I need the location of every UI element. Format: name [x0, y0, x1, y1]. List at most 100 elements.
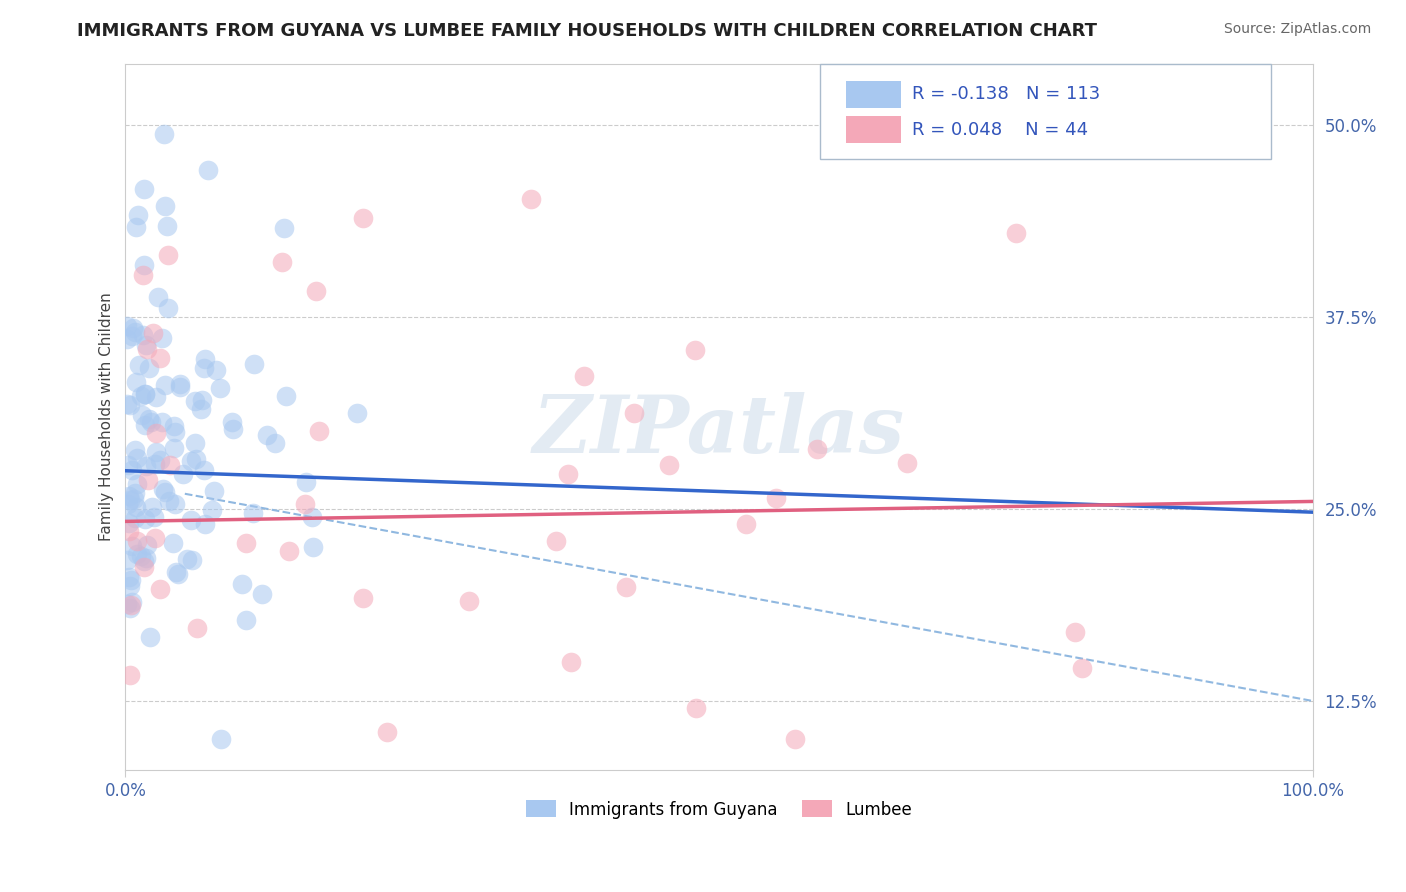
Point	[270, 254, 292, 268]
FancyBboxPatch shape	[820, 64, 1271, 160]
Point	[235, 613, 257, 627]
Point	[125, 533, 148, 548]
Point	[184, 393, 207, 408]
Point	[163, 418, 186, 433]
Point	[204, 363, 226, 377]
Point	[294, 475, 316, 490]
Point	[197, 163, 219, 178]
Point	[190, 402, 212, 417]
Point	[896, 456, 918, 470]
Point	[153, 199, 176, 213]
Point	[520, 192, 543, 206]
Point	[131, 549, 153, 564]
Point	[141, 500, 163, 515]
Point	[145, 445, 167, 459]
Point	[118, 516, 141, 530]
Point	[134, 512, 156, 526]
Point	[132, 258, 155, 272]
Point	[264, 436, 287, 450]
Point	[122, 321, 145, 335]
Point	[155, 485, 177, 500]
Point	[120, 598, 142, 612]
Point	[153, 127, 176, 141]
Text: R = 0.048    N = 44: R = 0.048 N = 44	[912, 120, 1088, 139]
Point	[163, 497, 186, 511]
Point	[166, 566, 188, 581]
Point	[135, 459, 157, 474]
Point	[352, 591, 374, 606]
Point	[150, 331, 173, 345]
Point	[117, 497, 139, 511]
Point	[135, 343, 157, 357]
Point	[118, 601, 141, 615]
Point	[785, 732, 807, 747]
Point	[127, 477, 149, 491]
Y-axis label: Family Households with Children: Family Households with Children	[100, 293, 114, 541]
Point	[121, 539, 143, 553]
Text: ZIPatlas: ZIPatlas	[533, 392, 905, 470]
Point	[1064, 624, 1087, 639]
Point	[685, 701, 707, 715]
Point	[156, 219, 179, 233]
Point	[153, 377, 176, 392]
Point	[180, 454, 202, 468]
Point	[120, 398, 142, 412]
Point	[115, 553, 138, 567]
Point	[235, 536, 257, 550]
Point	[121, 328, 143, 343]
Point	[120, 573, 142, 587]
Point	[221, 416, 243, 430]
Point	[346, 406, 368, 420]
Point	[169, 376, 191, 391]
Point	[294, 497, 316, 511]
Point	[125, 375, 148, 389]
Point	[276, 389, 298, 403]
Point	[127, 450, 149, 465]
Point	[124, 511, 146, 525]
Point	[734, 517, 756, 532]
Point	[305, 285, 328, 299]
Point	[143, 531, 166, 545]
Point	[118, 668, 141, 682]
Point	[765, 491, 787, 505]
Point	[194, 516, 217, 531]
Point	[616, 580, 638, 594]
Point	[157, 248, 180, 262]
Point	[1071, 661, 1094, 675]
Text: Source: ZipAtlas.com: Source: ZipAtlas.com	[1223, 22, 1371, 37]
Point	[122, 492, 145, 507]
Point	[301, 509, 323, 524]
Point	[118, 524, 141, 538]
Point	[124, 486, 146, 500]
Point	[173, 467, 195, 481]
Point	[193, 360, 215, 375]
Point	[273, 221, 295, 235]
Point	[184, 452, 207, 467]
Point	[352, 211, 374, 225]
Point	[152, 482, 174, 496]
Text: R = -0.138   N = 113: R = -0.138 N = 113	[912, 86, 1101, 103]
Point	[308, 425, 330, 439]
Point	[138, 412, 160, 426]
Point	[201, 502, 224, 516]
Legend: Immigrants from Guyana, Lumbee: Immigrants from Guyana, Lumbee	[519, 794, 920, 825]
Point	[208, 381, 231, 395]
Point	[145, 425, 167, 440]
Point	[557, 467, 579, 482]
Point	[115, 332, 138, 346]
Point	[136, 538, 159, 552]
Point	[301, 540, 323, 554]
Point	[231, 576, 253, 591]
Point	[572, 368, 595, 383]
Point	[136, 473, 159, 487]
Point	[806, 442, 828, 456]
Point	[118, 570, 141, 584]
Point	[132, 182, 155, 196]
Point	[623, 406, 645, 420]
Point	[134, 418, 156, 433]
Point	[138, 360, 160, 375]
Point	[159, 494, 181, 508]
Point	[118, 579, 141, 593]
Point	[124, 325, 146, 339]
Point	[139, 415, 162, 429]
